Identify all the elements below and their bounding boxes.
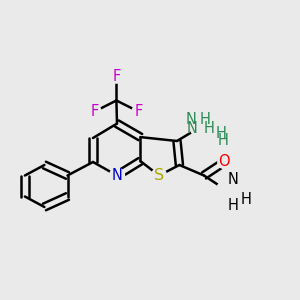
Text: F: F — [90, 104, 99, 119]
Text: H: H — [204, 121, 215, 136]
Text: F: F — [134, 104, 143, 119]
Text: N: N — [186, 112, 196, 127]
Circle shape — [218, 155, 231, 169]
Text: H: H — [218, 133, 228, 148]
Text: S: S — [154, 168, 164, 183]
Text: O: O — [219, 154, 230, 169]
Text: H: H — [200, 112, 210, 127]
Text: H: H — [216, 126, 227, 141]
Text: N: N — [112, 168, 122, 183]
Text: H: H — [241, 192, 252, 207]
Text: N: N — [227, 172, 238, 188]
Circle shape — [110, 168, 124, 183]
Text: H: H — [227, 198, 238, 213]
Circle shape — [132, 105, 145, 118]
Circle shape — [152, 168, 166, 183]
Circle shape — [110, 70, 123, 83]
Circle shape — [88, 105, 101, 118]
Circle shape — [190, 121, 206, 136]
Circle shape — [217, 182, 232, 196]
Text: N: N — [187, 121, 198, 136]
Text: F: F — [112, 69, 121, 84]
